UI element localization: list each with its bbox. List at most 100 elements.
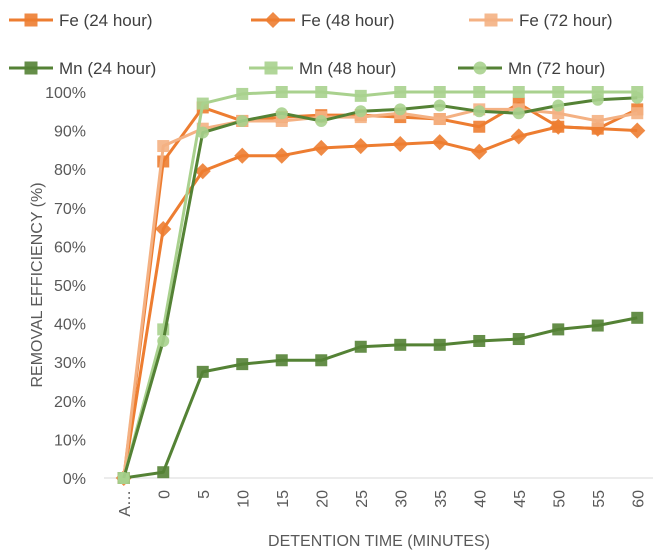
series-mn-24-hour- xyxy=(117,311,644,484)
x-tick-label: A… xyxy=(117,490,134,517)
data-point xyxy=(392,136,409,153)
data-point xyxy=(510,128,527,145)
data-point xyxy=(473,105,486,118)
legend-item: Mn (72 hour) xyxy=(458,59,605,78)
data-point xyxy=(631,91,644,104)
legend-swatch-marker xyxy=(24,13,38,27)
legend-swatch-marker xyxy=(264,61,278,75)
data-point xyxy=(157,334,170,347)
data-point xyxy=(313,139,330,157)
series-fe-24-hour- xyxy=(117,97,644,484)
data-point xyxy=(394,86,407,98)
data-point xyxy=(512,107,525,120)
legend-item: Fe (24 hour) xyxy=(9,11,153,30)
data-point xyxy=(196,126,209,139)
data-point xyxy=(354,89,367,102)
x-tick-label: 15 xyxy=(275,490,292,508)
data-point xyxy=(315,114,328,127)
series-line xyxy=(122,102,638,479)
data-point xyxy=(196,97,209,110)
data-point xyxy=(433,113,446,126)
data-point xyxy=(471,143,488,160)
x-tick-label: 35 xyxy=(433,490,450,508)
y-tick-label: 20% xyxy=(54,394,86,411)
series-line xyxy=(122,125,638,479)
data-point xyxy=(431,134,448,151)
data-point xyxy=(591,319,604,332)
legend-label: Mn (72 hour) xyxy=(508,59,605,78)
series-line xyxy=(123,316,638,480)
legend-item: Fe (72 hour) xyxy=(469,11,613,30)
y-tick-label: 90% xyxy=(54,124,86,141)
data-point xyxy=(473,334,486,347)
x-tick-label: 25 xyxy=(354,490,371,508)
y-tick-label: 70% xyxy=(54,201,86,218)
data-point xyxy=(117,472,130,484)
data-point xyxy=(591,114,604,127)
legend-item: Fe (48 hour) xyxy=(251,11,395,30)
data-point xyxy=(552,323,565,336)
legend-label: Fe (48 hour) xyxy=(301,11,395,30)
data-point xyxy=(315,354,328,367)
y-tick-label: 50% xyxy=(54,278,86,295)
data-point xyxy=(354,105,367,118)
legend-label: Fe (24 hour) xyxy=(59,11,153,30)
data-point xyxy=(273,147,290,164)
data-point xyxy=(512,333,525,346)
legend-label: Mn (48 hour) xyxy=(299,59,396,78)
data-point xyxy=(631,311,644,324)
x-tick-label: 55 xyxy=(591,490,608,508)
data-point xyxy=(589,120,606,137)
data-point xyxy=(315,86,328,98)
legend-item: Mn (24 hour) xyxy=(9,59,156,78)
x-tick-label: 10 xyxy=(235,490,252,508)
data-point xyxy=(352,137,369,155)
data-point xyxy=(275,354,288,367)
x-tick-label: 60 xyxy=(630,490,647,508)
data-point xyxy=(433,99,446,112)
data-point xyxy=(275,107,288,120)
y-tick-label: 30% xyxy=(54,355,86,372)
legend-swatch-marker xyxy=(24,61,38,75)
y-tick-label: 60% xyxy=(54,239,86,256)
data-point xyxy=(236,114,249,127)
data-point xyxy=(194,163,211,180)
data-point xyxy=(433,86,446,98)
x-tick-label: 20 xyxy=(314,490,331,508)
data-point xyxy=(157,466,170,479)
legend-swatch-marker xyxy=(264,11,282,29)
data-point xyxy=(275,86,288,98)
series-line xyxy=(122,107,638,479)
legend-label: Fe (72 hour) xyxy=(519,11,613,30)
x-tick-label: 30 xyxy=(393,490,410,508)
data-point xyxy=(473,86,486,98)
legend-item: Mn (48 hour) xyxy=(249,59,396,78)
data-point xyxy=(473,120,486,133)
data-point xyxy=(236,358,249,371)
legend-swatch-marker xyxy=(484,13,498,27)
y-tick-label: 0% xyxy=(63,471,86,488)
y-tick-label: 40% xyxy=(54,317,86,334)
legend: Fe (24 hour) Fe (48 hour) Fe (72 hour) Mn (… xyxy=(9,11,613,78)
data-point xyxy=(629,122,646,139)
x-tick-label: 40 xyxy=(472,490,489,508)
series-mn-72-hour- xyxy=(117,91,644,484)
data-point xyxy=(196,365,209,378)
y-tick-label: 80% xyxy=(54,162,86,179)
x-tick-label: 45 xyxy=(512,490,529,508)
y-tick-label: 100% xyxy=(45,85,86,102)
data-point xyxy=(234,147,251,164)
data-point xyxy=(394,338,407,351)
series-layer xyxy=(115,86,646,487)
y-tick-label: 10% xyxy=(54,432,86,449)
data-point xyxy=(552,86,565,98)
data-point xyxy=(354,340,367,353)
series-line xyxy=(122,90,638,479)
x-tick-label: 5 xyxy=(196,490,213,499)
data-point xyxy=(591,93,604,106)
data-point xyxy=(433,338,446,351)
legend-swatch-marker xyxy=(473,61,487,75)
legend-label: Mn (24 hour) xyxy=(59,59,156,78)
data-point xyxy=(631,107,644,120)
data-point xyxy=(155,220,172,238)
